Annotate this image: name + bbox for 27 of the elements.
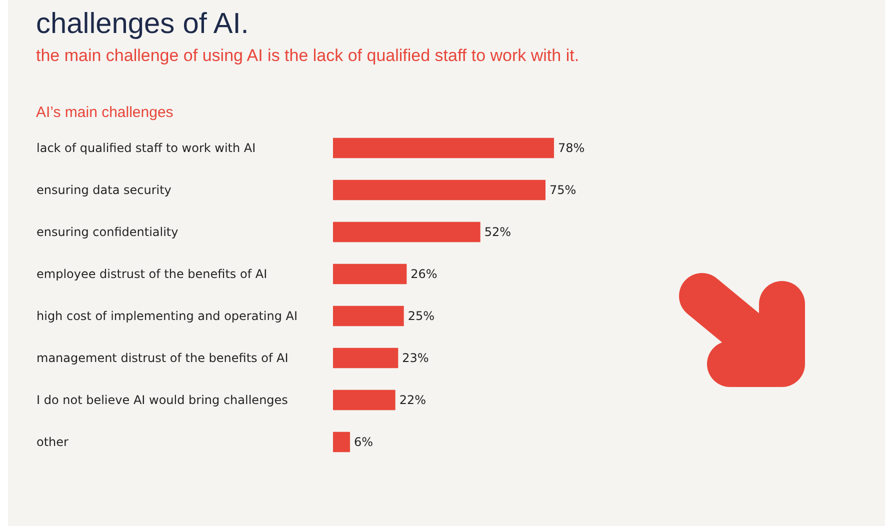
data-label: 52%: [484, 225, 512, 239]
y-tick-label: I do not believe AI would bring challenges: [36, 393, 288, 407]
y-tick-label: lack of qualified staff to work with AI: [36, 141, 256, 155]
bar: [333, 264, 407, 284]
data-label: 75%: [550, 183, 576, 197]
chart-subtitle: the main challenge of using AI is the lack of qualified staff to work with it.: [36, 46, 580, 66]
bar: [333, 306, 404, 326]
y-tick-label: ensuring data security: [36, 183, 172, 197]
text: AI’s main challenges: [36, 104, 174, 121]
bar: [333, 222, 480, 242]
bar: [333, 390, 396, 410]
bar: [333, 432, 350, 452]
chart-title: challenges of AI.: [36, 8, 249, 41]
data-label: 22%: [399, 393, 426, 407]
bar: [333, 138, 554, 158]
y-tick-label: other: [36, 435, 69, 449]
data-label: 25%: [408, 309, 435, 323]
bar: [333, 180, 546, 200]
bar: [333, 348, 398, 368]
data-label: 6%: [354, 435, 374, 449]
data-label: 26%: [410, 267, 438, 281]
y-tick-label: employee distrust of the benefits of AI: [36, 267, 268, 281]
y-tick-label: management distrust of the benefits of AI: [36, 351, 288, 365]
data-label: 78%: [558, 141, 585, 155]
y-tick-label: ensuring confidentiality: [36, 225, 178, 239]
data-label: 23%: [402, 351, 429, 365]
y-tick-label: high cost of implementing and operating AI: [36, 309, 298, 323]
